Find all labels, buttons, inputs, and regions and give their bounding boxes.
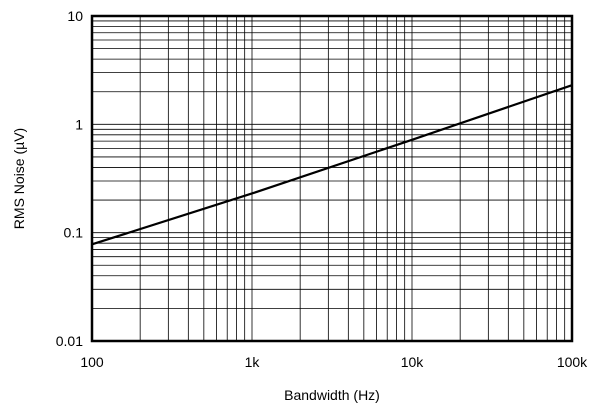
grid-lines xyxy=(91,16,572,342)
x-tick-label: 1k xyxy=(245,354,261,370)
series-line-0 xyxy=(91,84,573,246)
y-axis-title: RMS Noise (µV) xyxy=(11,128,27,229)
y-tick-label: 1 xyxy=(75,116,83,132)
series-layer xyxy=(91,84,573,246)
x-tick-label: 100k xyxy=(557,354,588,370)
plot-frame xyxy=(90,14,574,343)
x-tick-label: 10k xyxy=(401,354,425,370)
y-tick-label: 0.01 xyxy=(56,333,83,349)
y-tick-label: 0.1 xyxy=(64,225,84,241)
x-axis-title: Bandwidth (Hz) xyxy=(284,387,380,403)
y-tick-label: 10 xyxy=(67,8,83,24)
tick-labels: 100 1k 10k 100k 0.01 0.1 1 10 xyxy=(56,8,588,370)
x-tick-label: 100 xyxy=(80,354,104,370)
